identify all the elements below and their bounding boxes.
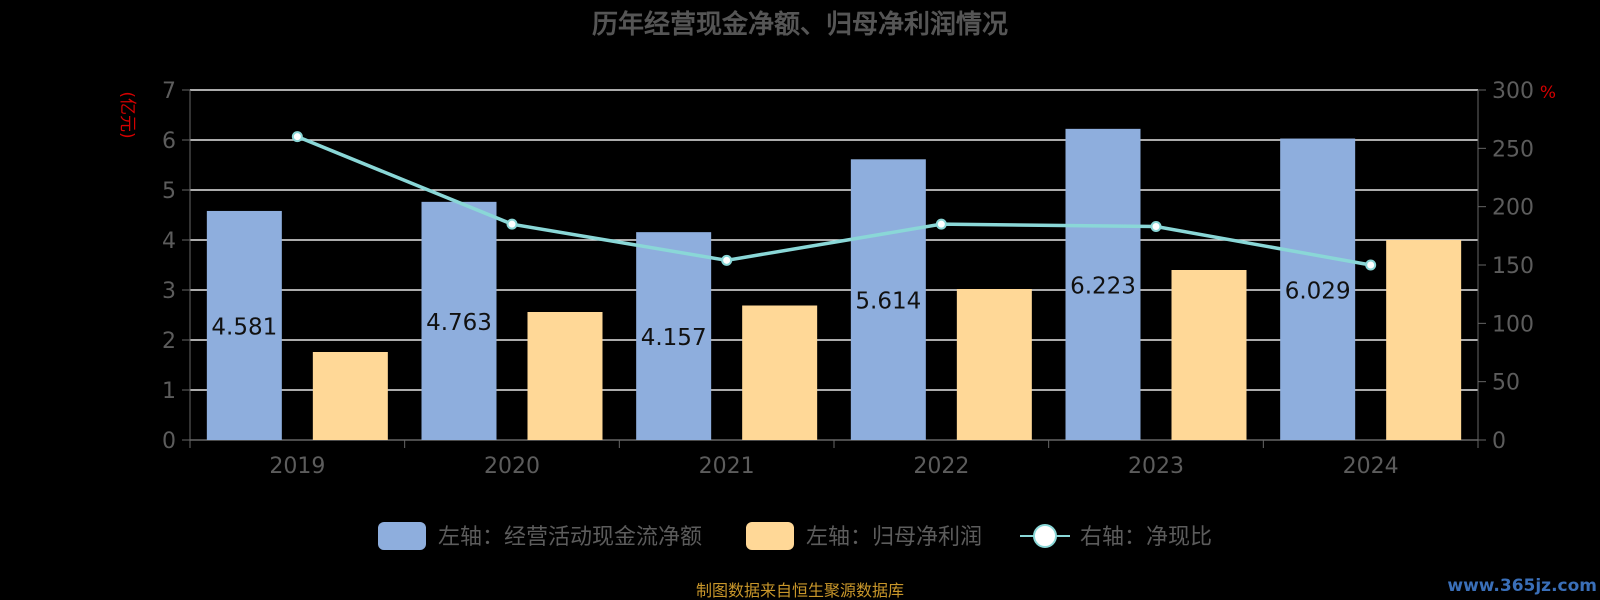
right-tick-label: 200 <box>1492 196 1534 221</box>
net-cash-ratio-line <box>296 135 1371 267</box>
bar <box>421 201 497 440</box>
legend-marker <box>1033 524 1057 548</box>
bar <box>312 352 388 440</box>
left-tick-label: 6 <box>162 129 176 154</box>
right-tick-label: 250 <box>1492 137 1534 162</box>
left-tick-label: 5 <box>162 179 176 204</box>
legend-item[interactable]: 右轴：净现比 <box>1020 524 1212 550</box>
left-tick-label: 0 <box>162 429 176 454</box>
right-tick-label: 300 <box>1492 79 1534 104</box>
bar <box>850 159 926 441</box>
legend-label: 右轴：净现比 <box>1080 525 1212 550</box>
watermark: www.365jz.com <box>1447 576 1597 596</box>
grid <box>190 89 1478 391</box>
chart-title: 历年经营现金净额、归母净利润情况 <box>592 9 1008 40</box>
line-point <box>1365 259 1377 271</box>
line-point <box>1150 221 1162 232</box>
line-point <box>291 131 303 143</box>
bar-value-label: 4.763 <box>426 310 492 336</box>
bar <box>1065 128 1141 440</box>
x-tick-label: 2021 <box>699 454 755 479</box>
left-tick-label: 2 <box>162 329 176 354</box>
x-tick-label: 2024 <box>1343 454 1399 479</box>
x-tick-label: 2020 <box>484 454 540 479</box>
data-labels: 4.581 4.763 4.157 5.614 6.223 6.029 <box>211 273 1350 351</box>
left-axis-unit: (亿元) <box>117 91 137 138</box>
legend-swatch <box>378 522 426 550</box>
right-tick-label: 0 <box>1492 429 1506 454</box>
bar <box>1280 138 1356 441</box>
bar <box>636 232 712 440</box>
right-axis-unit: % <box>1540 83 1556 103</box>
left-tick-label: 4 <box>162 229 176 254</box>
bar <box>206 210 282 440</box>
legend-swatch <box>746 522 794 550</box>
legend[interactable]: 左轴：经营活动现金流净额 左轴：归母净利润 右轴：净现比 <box>378 522 1212 550</box>
axes: 0 1 2 3 4 5 6 7 0 50 100 150 200 250 300 2019 2020 2021 20… <box>162 79 1534 479</box>
line-point <box>721 254 733 266</box>
x-tick-label: 2019 <box>269 454 325 479</box>
right-tick-label: 50 <box>1492 371 1520 396</box>
line-point <box>935 218 947 230</box>
left-tick-label: 7 <box>162 79 176 104</box>
bars <box>206 128 1462 441</box>
legend-item[interactable]: 左轴：归母净利润 <box>746 522 982 550</box>
line-point <box>506 218 518 230</box>
x-tick-label: 2022 <box>913 454 969 479</box>
bar <box>956 289 1032 440</box>
legend-item[interactable]: 左轴：经营活动现金流净额 <box>378 522 702 550</box>
legend-label: 左轴：归母净利润 <box>806 525 982 550</box>
right-tick-label: 100 <box>1492 312 1534 337</box>
legend-label: 左轴：经营活动现金流净额 <box>438 525 702 550</box>
left-tick-label: 1 <box>162 379 176 404</box>
x-tick-label: 2023 <box>1128 454 1184 479</box>
bar-value-label: 5.614 <box>855 289 921 315</box>
bar <box>1171 270 1247 440</box>
right-tick-label: 150 <box>1492 254 1534 279</box>
bar-value-label: 6.029 <box>1285 278 1351 304</box>
line-series <box>291 131 1377 271</box>
source-note: 制图数据来自恒生聚源数据库 <box>696 581 904 600</box>
bar-value-label: 4.157 <box>641 325 707 351</box>
left-tick-label: 3 <box>162 279 176 304</box>
bar <box>742 305 818 440</box>
bar-value-label: 6.223 <box>1070 273 1136 299</box>
bar <box>527 312 603 440</box>
bar-value-label: 4.581 <box>211 314 277 340</box>
bar <box>1386 240 1462 440</box>
